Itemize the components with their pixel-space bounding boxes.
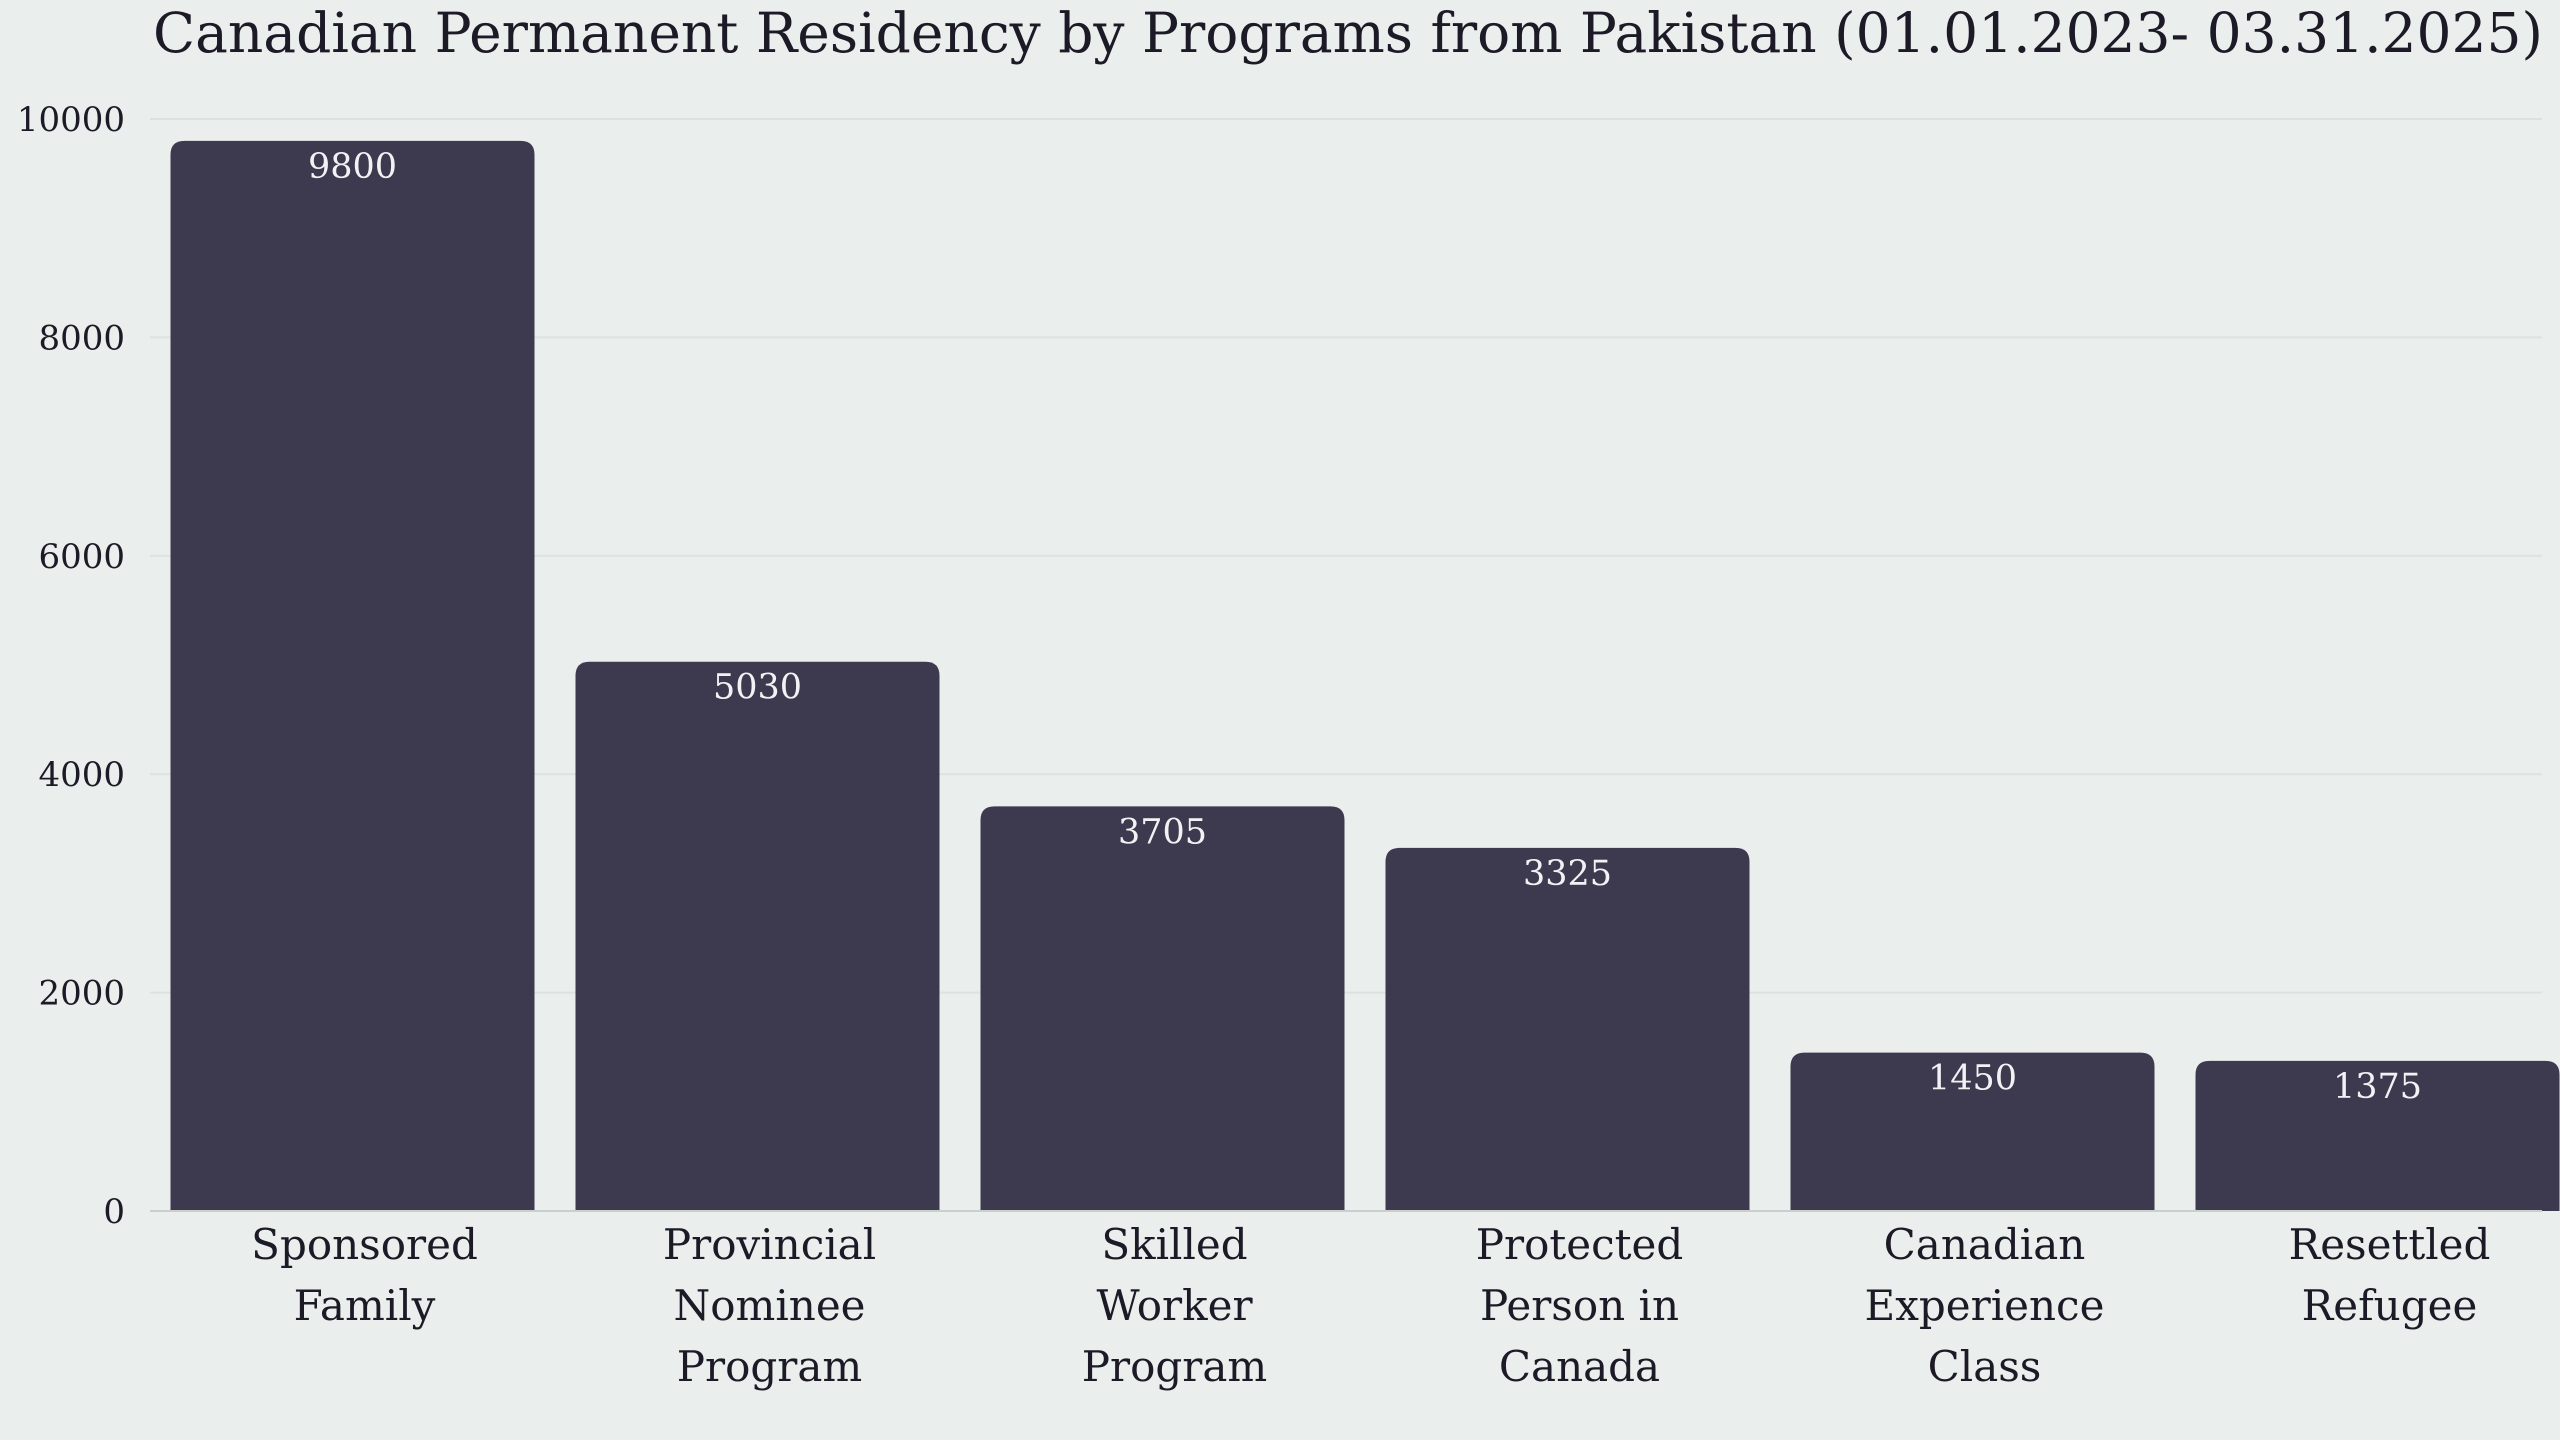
value-label-2: 3705 bbox=[1118, 812, 1207, 852]
value-label-5: 1375 bbox=[2333, 1067, 2422, 1107]
value-label-3: 3325 bbox=[1523, 854, 1612, 894]
category-label-2: Skilled Worker Program bbox=[1082, 1220, 1267, 1391]
category-label-4: Canadian Experience Class bbox=[1865, 1220, 2105, 1391]
x-axis-category-labels: Sponsored Family Provincial Nominee Program S… bbox=[251, 1220, 2490, 1391]
category-label-3: Protected Person in Canada bbox=[1476, 1220, 1684, 1391]
y-tick-label-4000: 4000 bbox=[38, 755, 125, 795]
value-labels: 9800 5030 3705 3325 1450 1375 bbox=[308, 147, 2422, 1107]
y-tick-label-8000: 8000 bbox=[38, 318, 125, 358]
bar-4 bbox=[1790, 1052, 2155, 1211]
y-tick-label-2000: 2000 bbox=[38, 974, 125, 1014]
bar-3 bbox=[1385, 847, 1750, 1211]
bar-2 bbox=[980, 806, 1345, 1211]
category-label-5: Resettled Refugee bbox=[2289, 1220, 2491, 1330]
chart-title: Canadian Permanent Residency by Programs… bbox=[153, 1, 2543, 65]
y-tick-label-6000: 6000 bbox=[38, 537, 125, 577]
value-label-1: 5030 bbox=[713, 668, 802, 708]
bar-0 bbox=[170, 140, 535, 1212]
bar-1 bbox=[575, 661, 940, 1211]
category-label-0: Sponsored Family bbox=[251, 1220, 478, 1330]
category-label-1: Provincial Nominee Program bbox=[663, 1220, 876, 1391]
value-label-4: 1450 bbox=[1928, 1059, 2017, 1099]
y-tick-label-10000: 10000 bbox=[17, 100, 125, 140]
value-label-0: 9800 bbox=[308, 147, 397, 187]
y-tick-label-0: 0 bbox=[103, 1192, 125, 1232]
bars bbox=[170, 140, 2560, 1212]
gridlines bbox=[150, 118, 2542, 994]
y-axis-tick-labels: 0 2000 4000 6000 8000 10000 bbox=[17, 100, 125, 1232]
bar-5 bbox=[2195, 1060, 2560, 1211]
